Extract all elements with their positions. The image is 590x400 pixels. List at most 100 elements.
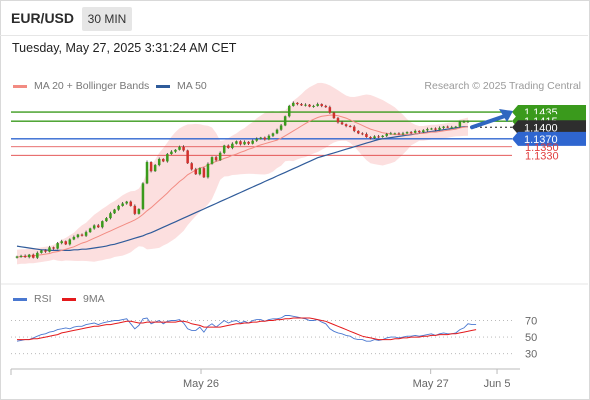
- candle-52: [227, 144, 230, 149]
- candle-3: [27, 253, 31, 259]
- bollinger-band: [17, 82, 468, 265]
- candle-8: [48, 245, 51, 253]
- candle-49: [214, 156, 218, 162]
- rsi-tick-0: 70: [525, 315, 537, 327]
- candle-60: [259, 136, 263, 140]
- candle-57: [247, 141, 250, 145]
- header-divider: [0, 35, 588, 36]
- datetime-label: Tuesday, May 27, 2025 3:31:24 AM CET: [12, 41, 237, 55]
- candle-93: [393, 132, 397, 135]
- candle-7: [44, 249, 47, 253]
- candle-62: [267, 134, 271, 141]
- candle-1: [19, 254, 23, 258]
- candle-4: [31, 253, 35, 259]
- legend-rsi-label: RSI: [34, 293, 52, 305]
- candle-51: [222, 144, 226, 155]
- candle-15: [76, 233, 80, 239]
- candle-44: [194, 167, 198, 175]
- candle-64: [275, 128, 279, 135]
- candle-31: [141, 182, 145, 211]
- candle-26: [121, 202, 124, 207]
- rsi-ma9-line: [17, 317, 477, 341]
- candle-61: [263, 136, 267, 141]
- candle-19: [92, 224, 96, 230]
- candle-103: [434, 127, 437, 131]
- candle-13: [68, 238, 72, 246]
- candle-38: [170, 150, 173, 155]
- candle-86: [365, 132, 368, 138]
- legend-ma9-label: 9MA: [83, 293, 105, 305]
- level-tag-3: 1.1370: [524, 134, 558, 146]
- candle-85: [361, 132, 364, 136]
- candle-110: [462, 120, 466, 123]
- candle-100: [422, 129, 425, 133]
- candle-108: [454, 125, 458, 128]
- candle-22: [105, 217, 108, 222]
- candle-70: [300, 102, 303, 107]
- candle-68: [292, 101, 295, 107]
- candle-39: [174, 149, 177, 153]
- candle-11: [60, 239, 63, 245]
- candle-84: [357, 130, 360, 135]
- candle-104: [438, 126, 441, 131]
- legend-rsi: RSI: [13, 293, 52, 305]
- candle-71: [304, 103, 307, 107]
- candle-53: [231, 142, 234, 150]
- ma20-line: [16, 114, 469, 258]
- candle-111: [466, 120, 470, 123]
- candle-73: [312, 104, 315, 108]
- legend-ma20-swatch: [13, 84, 27, 88]
- rsi-tick-2: 30: [525, 349, 537, 361]
- legend-ma20: MA 20 + Bollinger Bands: [13, 80, 149, 92]
- candle-5: [36, 251, 39, 259]
- legend-ma9-swatch: [62, 297, 76, 301]
- legend-ma50: MA 50: [156, 80, 207, 92]
- candle-88: [373, 135, 376, 139]
- candle-6: [40, 249, 43, 254]
- candle-20: [97, 223, 100, 228]
- candle-79: [336, 117, 340, 124]
- level-tag-bg-2: [512, 120, 586, 135]
- level-tag-2: 1.1400: [524, 122, 558, 134]
- candle-98: [413, 129, 417, 134]
- forecast-arrow-head: [499, 109, 513, 123]
- timeframe-button[interactable]: 30 MIN: [82, 7, 132, 31]
- candle-72: [308, 103, 311, 108]
- candle-18: [88, 227, 92, 233]
- candle-81: [344, 123, 348, 128]
- candle-33: [149, 161, 153, 173]
- candle-82: [348, 124, 352, 128]
- candle-47: [206, 162, 210, 179]
- candle-12: [64, 240, 68, 246]
- candle-30: [137, 208, 141, 215]
- legend-ma9: 9MA: [62, 293, 105, 305]
- candle-106: [446, 125, 449, 128]
- candle-76: [324, 104, 328, 108]
- candle-0: [15, 255, 19, 259]
- candle-42: [186, 149, 189, 164]
- candle-90: [381, 135, 384, 138]
- candle-17: [84, 230, 88, 238]
- candle-21: [101, 220, 104, 229]
- candle-54: [235, 140, 238, 145]
- candle-66: [283, 115, 287, 127]
- candle-87: [369, 136, 372, 140]
- candle-77: [328, 105, 332, 114]
- candle-48: [210, 156, 214, 165]
- candle-14: [72, 235, 76, 241]
- candle-109: [458, 120, 462, 128]
- candle-59: [255, 137, 258, 142]
- candle-89: [377, 134, 380, 139]
- ma50-line: [16, 126, 468, 251]
- legend-ma20-label: MA 20 + Bollinger Bands: [34, 80, 150, 92]
- candle-2: [23, 254, 27, 258]
- candle-83: [352, 125, 356, 133]
- candle-23: [109, 211, 112, 220]
- symbol-label: EUR/USD: [11, 10, 75, 26]
- candle-34: [153, 163, 157, 172]
- candle-95: [401, 131, 405, 136]
- level-tag-5: 1.1330: [525, 150, 559, 162]
- candle-50: [218, 151, 222, 161]
- rsi-line: [16, 315, 477, 342]
- level-tag-bg-3: [512, 131, 586, 146]
